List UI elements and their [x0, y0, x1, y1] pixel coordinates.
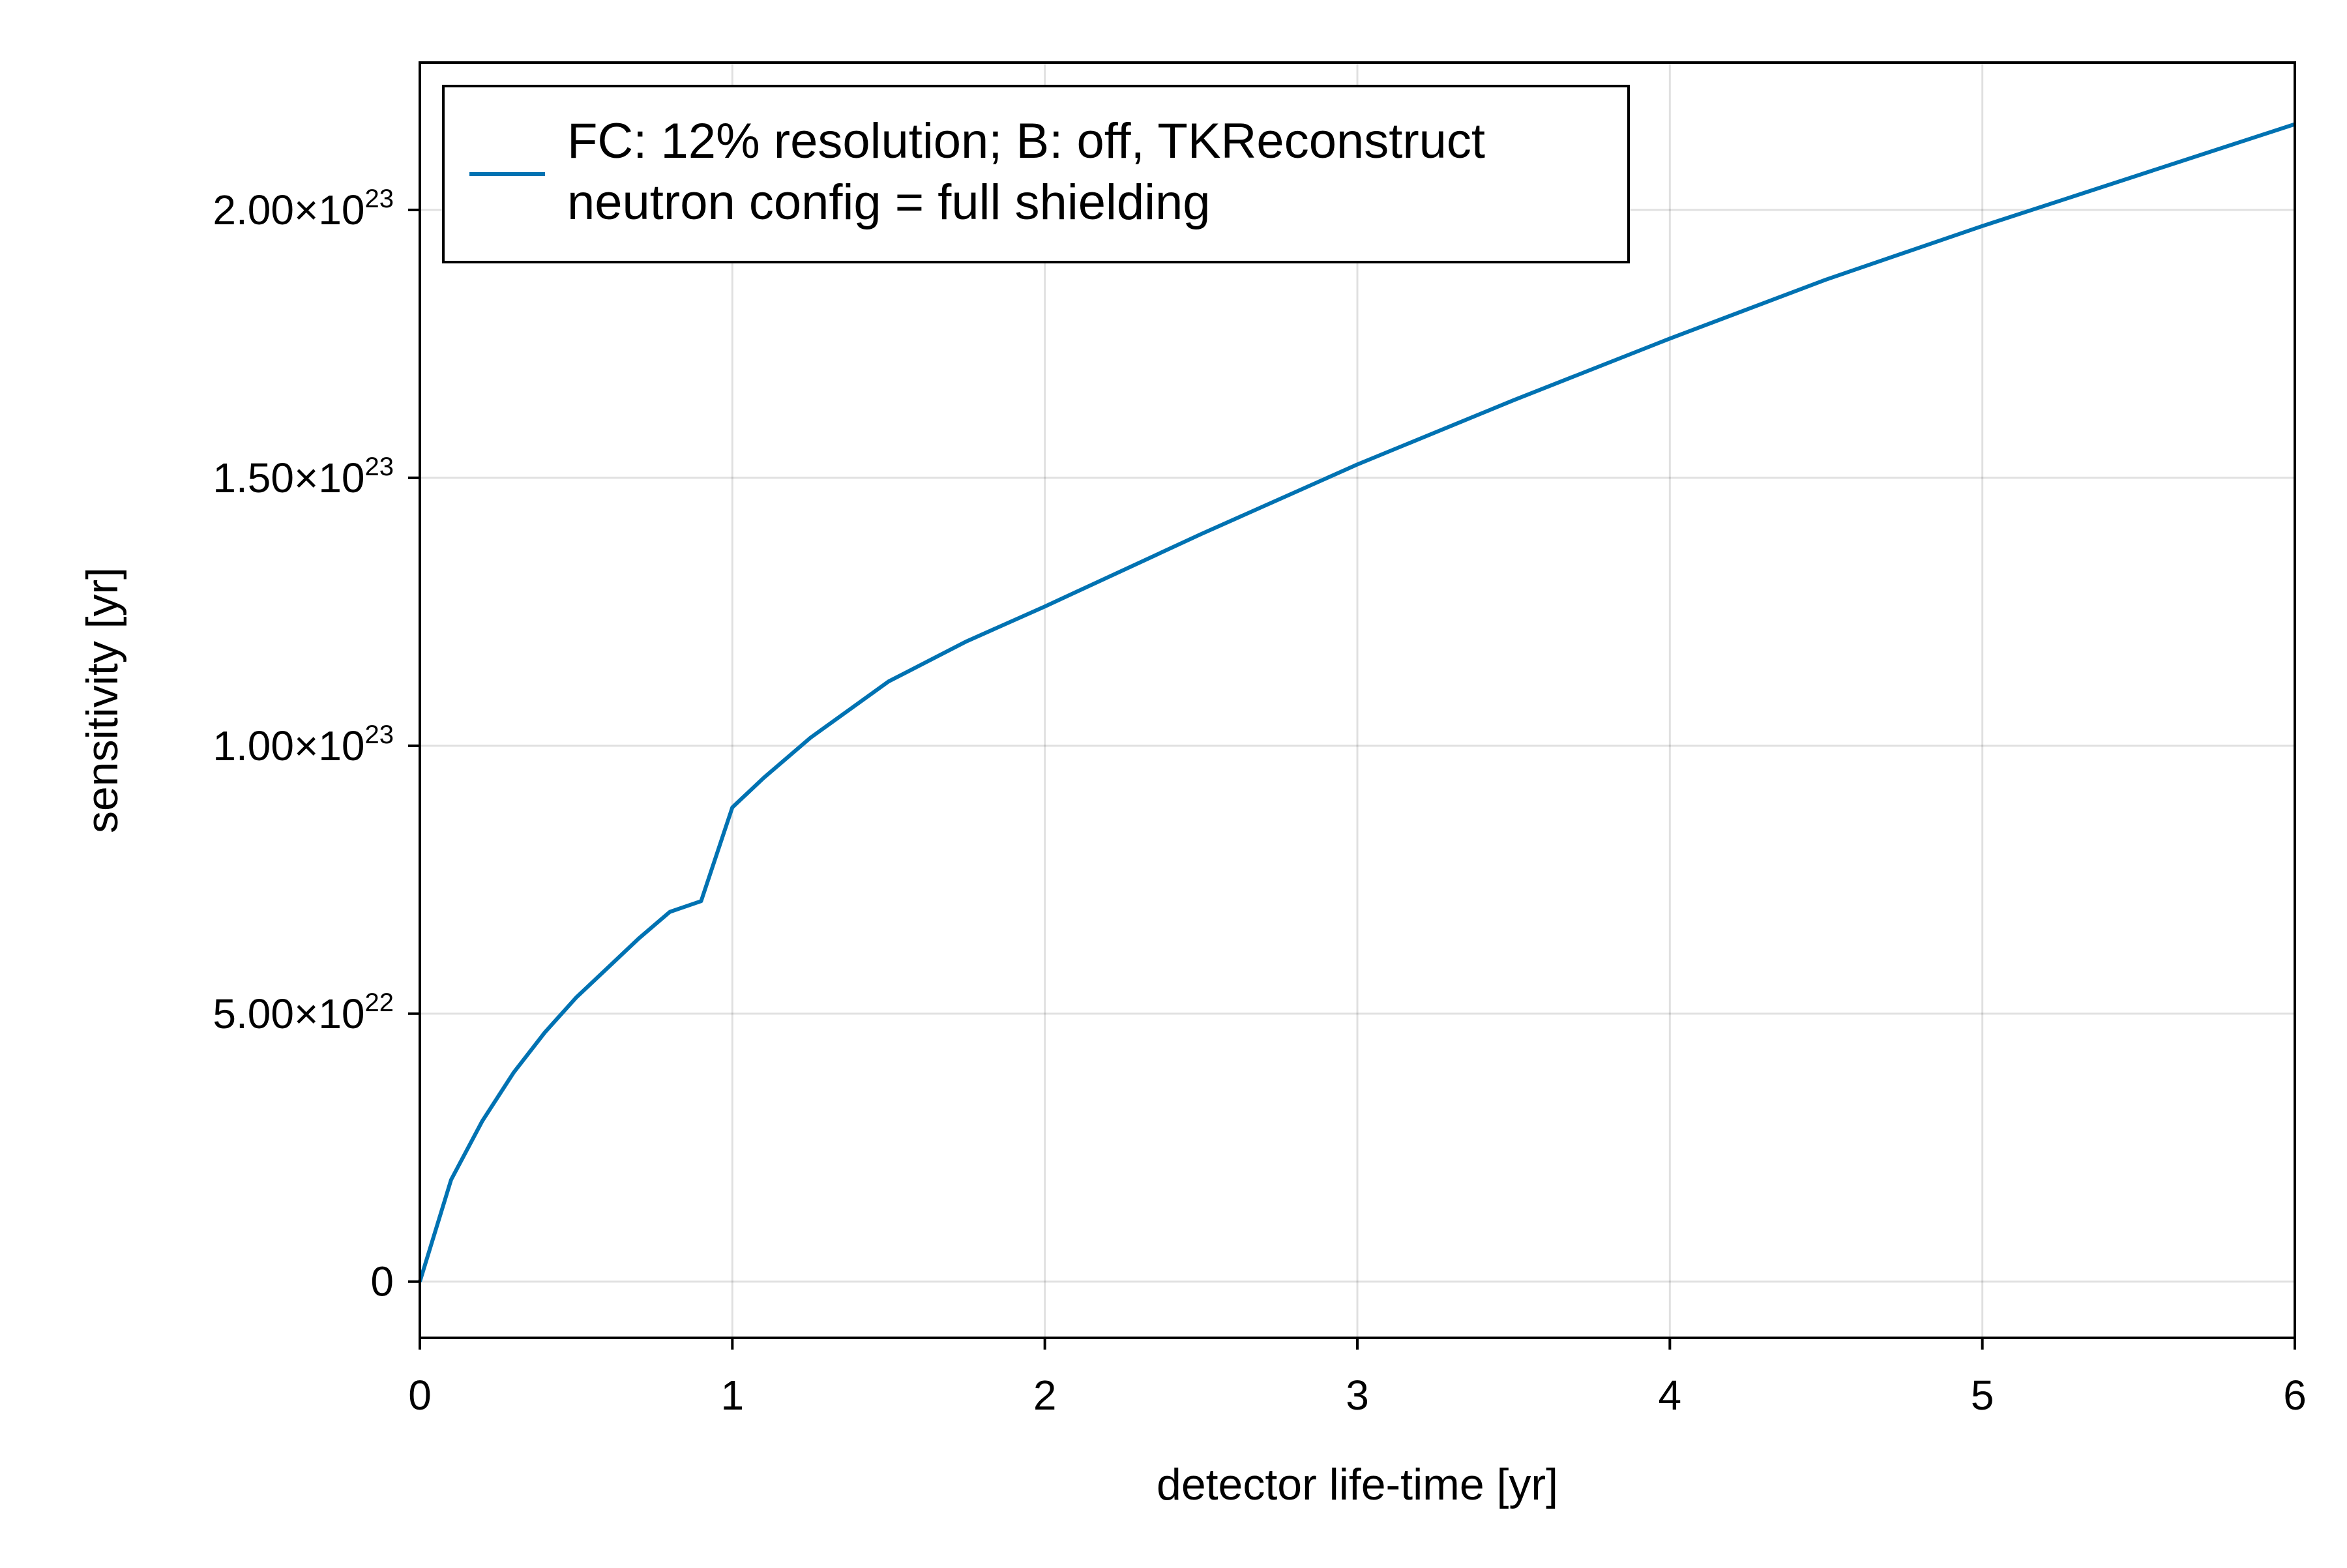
ticks: 0 1 2 3 4 5 605.00×10221.00×10231.50×10232.00×… — [213, 185, 2306, 1419]
y-tick-mantissa: 5.00×10 — [213, 990, 364, 1037]
grid — [419, 63, 2296, 1338]
y-tick-mantissa: 2.00×10 — [213, 186, 364, 233]
y-tick-mantissa: 1.00×10 — [213, 722, 364, 769]
y-tick-mantissa: 1.50×10 — [213, 454, 364, 501]
y-tick-exponent: 23 — [365, 720, 394, 749]
y-tick-label: 5.00×1022 — [213, 988, 394, 1037]
y-tick-mantissa: 0 — [370, 1258, 394, 1305]
x-tick-label: 2 — [1033, 1372, 1057, 1419]
series-layer — [418, 122, 2295, 1282]
x-tick-label: 0 — [408, 1372, 432, 1419]
x-tick-label: 5 — [1971, 1372, 1994, 1419]
x-tick-label: 1 — [721, 1372, 745, 1419]
legend-label: FC: 12% resolution; B: off, TKReconstruc… — [567, 113, 1485, 230]
legend-box — [442, 85, 1630, 263]
y-tick-exponent: 23 — [365, 452, 394, 481]
legend-label-line: FC: 12% resolution; B: off, TKReconstruc… — [567, 113, 1485, 169]
x-tick-label: 6 — [2283, 1372, 2307, 1419]
legend-label-line: neutron config = full shielding — [567, 175, 1211, 230]
y-tick-exponent: 23 — [365, 185, 394, 213]
y-tick-label: 0 — [370, 1258, 394, 1305]
y-tick-label: 2.00×1023 — [213, 185, 394, 233]
x-axis-label: detector life-time [yr] — [1157, 1460, 1558, 1509]
y-axis-label: sensitivity [yr] — [78, 567, 127, 833]
y-tick-exponent: 22 — [365, 988, 394, 1017]
series-line — [418, 122, 2295, 1282]
y-tick-label: 1.00×1023 — [213, 720, 394, 769]
x-tick-label: 3 — [1346, 1372, 1369, 1419]
x-tick-label: 4 — [1659, 1372, 1682, 1419]
y-tick-label: 1.50×1023 — [213, 452, 394, 501]
legend: FC: 12% resolution; B: off, TKReconstruc… — [442, 85, 1630, 263]
